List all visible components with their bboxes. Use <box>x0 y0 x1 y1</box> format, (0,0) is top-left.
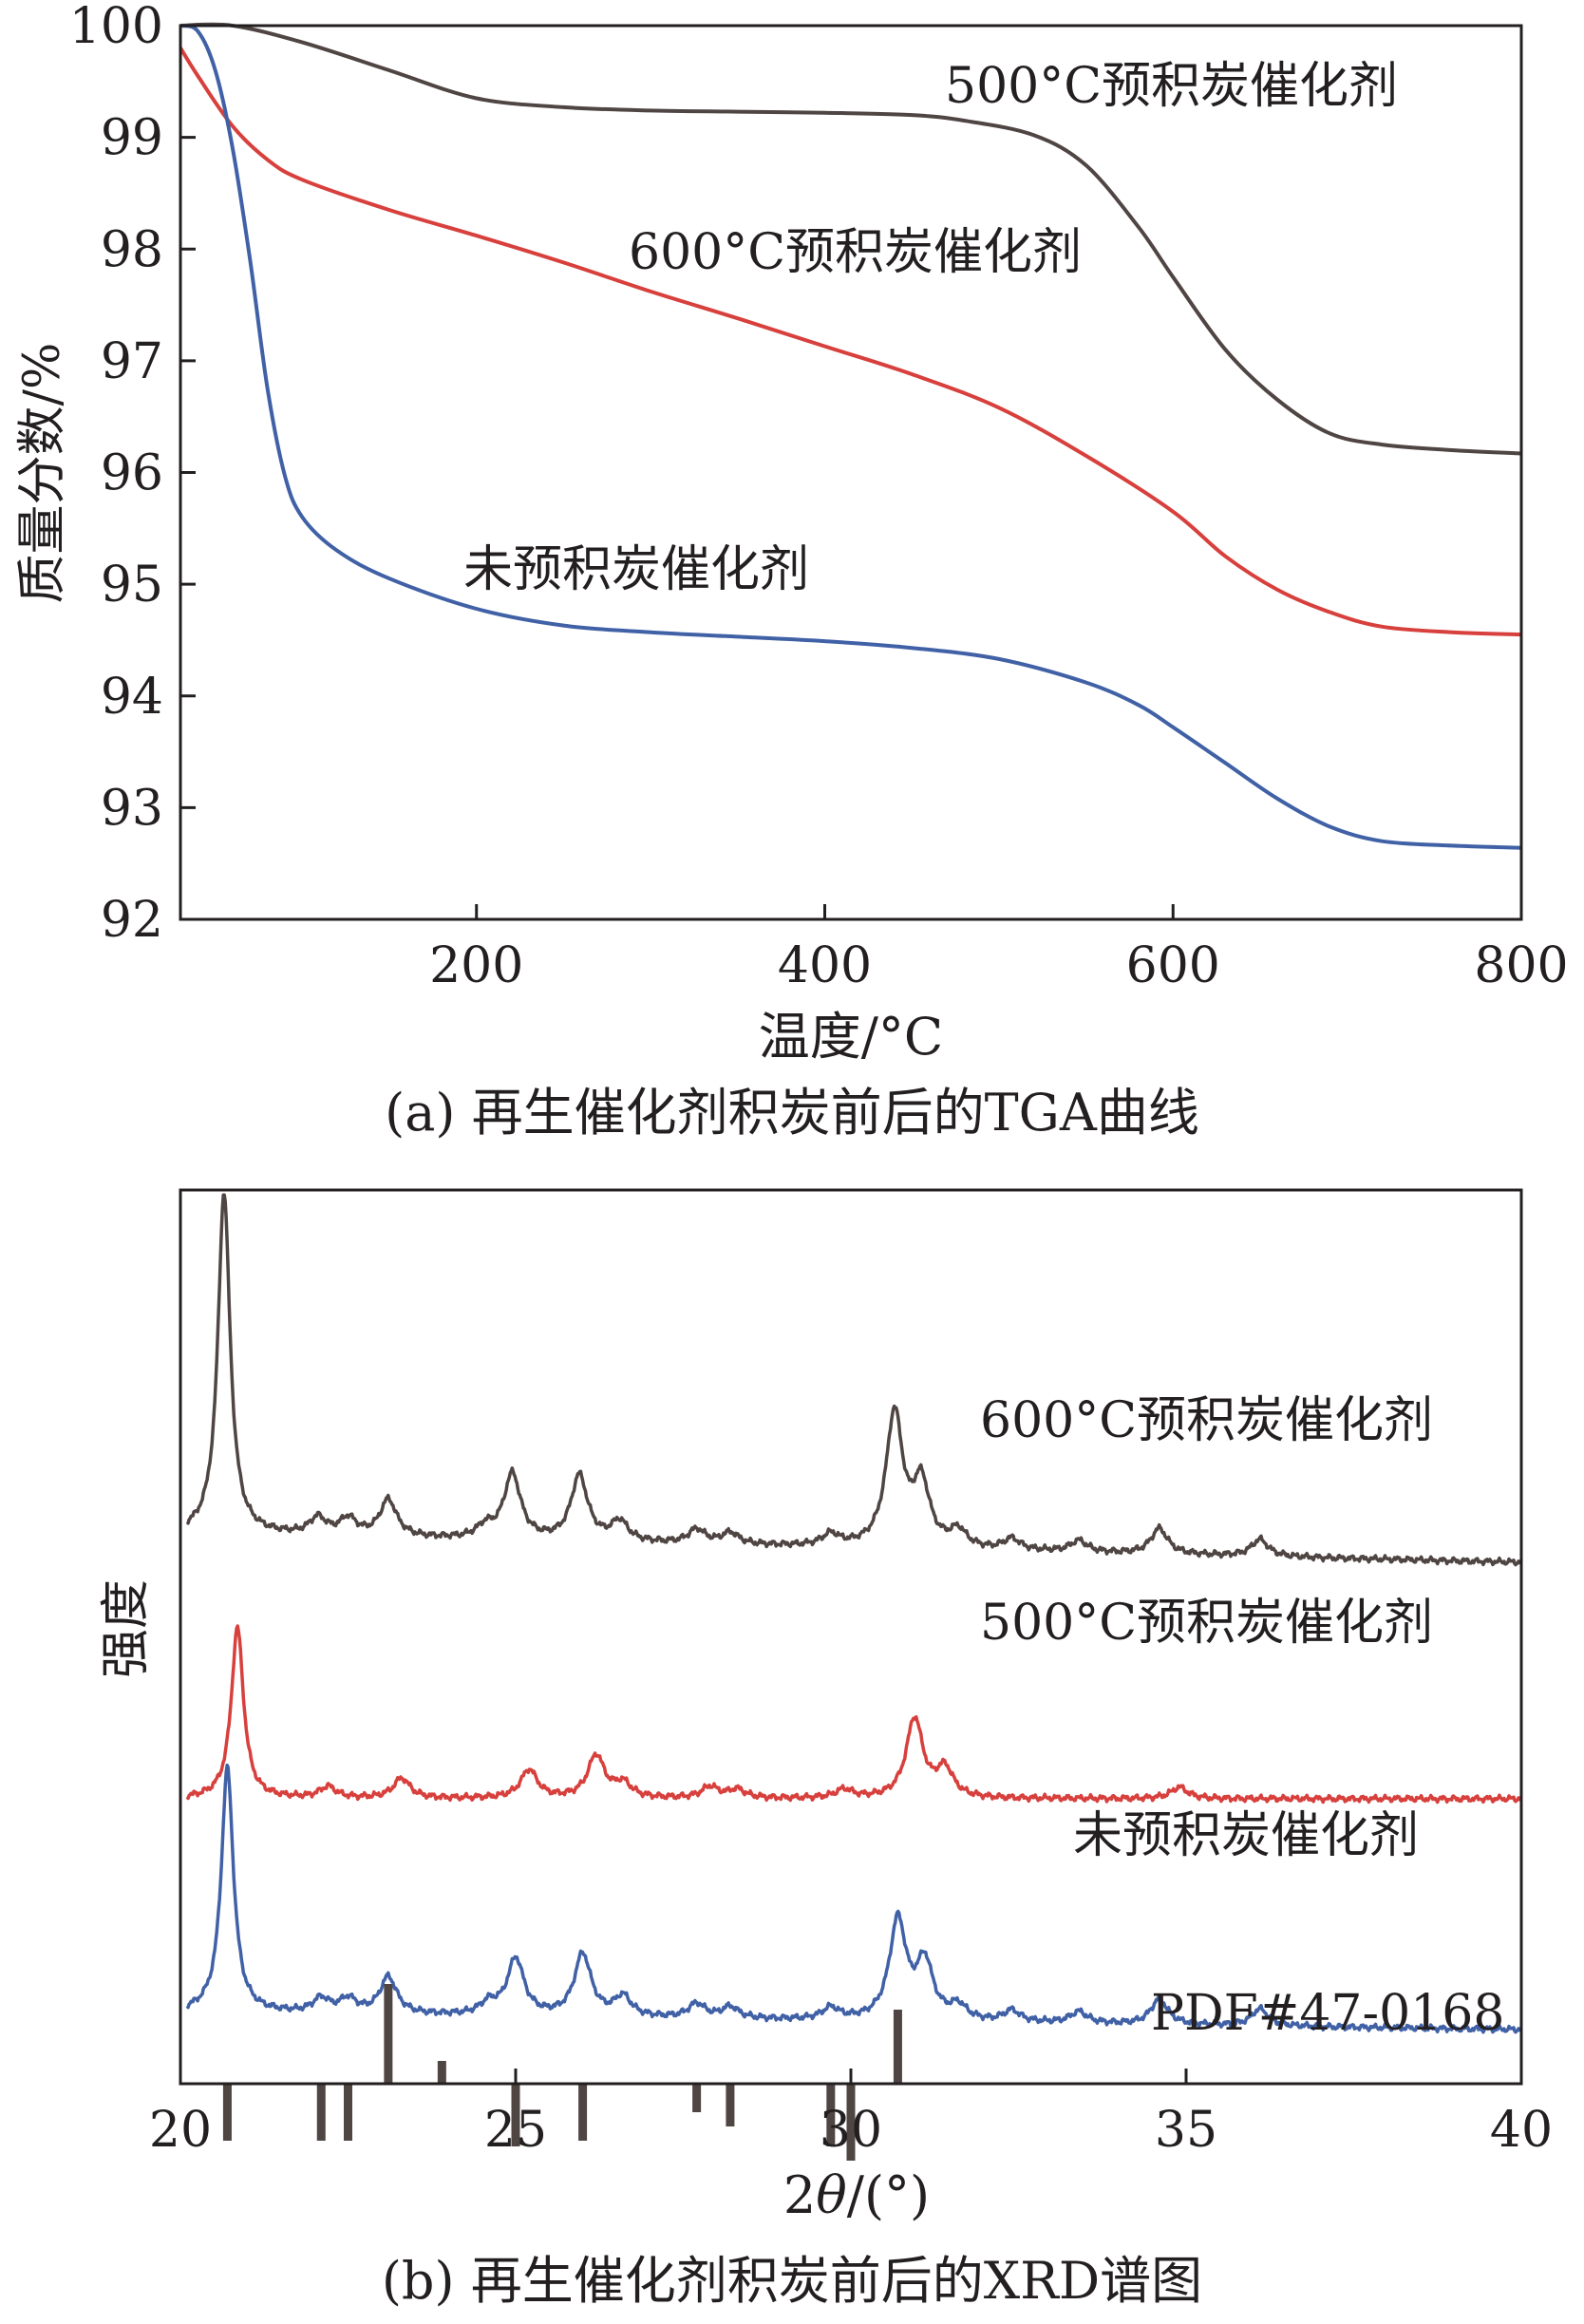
tga-plot-frame <box>179 24 1523 921</box>
xrd-y-axis-label: 强度 <box>98 1579 155 1678</box>
tga-x-tick-label: 800 <box>1474 937 1568 994</box>
tga-y-tick-label: 92 <box>101 892 163 949</box>
tga-caption: (a) 再生催化剂积炭前后的TGA曲线 <box>385 1083 1199 1143</box>
tga-series-lines <box>179 22 1522 850</box>
xrd-caption: (b) 再生催化剂积炭前后的XRD谱图 <box>382 2251 1202 2311</box>
xrd-x-tick-label: 40 <box>1490 2102 1553 2159</box>
tga-series-500-line <box>179 22 1522 456</box>
xrd-annotation-600: 600°C预积炭催化剂 <box>980 1392 1433 1449</box>
xrd-x-tick-label: 25 <box>484 2102 547 2159</box>
tga-annotation-500: 500°C预积炭催化剂 <box>945 58 1398 115</box>
tga-y-tick-label: 95 <box>101 557 163 614</box>
tga-y-tick-label: 94 <box>101 669 163 726</box>
xrd-series-uncoked-line <box>185 1193 1523 1567</box>
tga-y-tick-label: 98 <box>101 221 163 278</box>
xrd-x-tick-label: 35 <box>1155 2102 1217 2159</box>
xrd-annotation-500: 500°C预积炭催化剂 <box>980 1595 1433 1652</box>
tga-x-axis-label: 温度/°C <box>759 1007 944 1067</box>
tga-series-600-line <box>179 47 1522 637</box>
tga-axis-ticks: 200 400 600 800 92 93 94 95 96 97 98 99 100 <box>69 0 1569 994</box>
xrd-series-lines <box>185 1193 1523 2161</box>
tga-y-tick-label: 93 <box>101 780 163 837</box>
tga-y-tick-label: 97 <box>101 333 163 390</box>
xrd-series-600-line <box>185 1763 1523 2034</box>
tga-y-tick-label: 99 <box>101 110 163 167</box>
xrd-annotation-uncoked: 未预积炭催化剂 <box>1073 1807 1419 1864</box>
tga-y-tick-label: 100 <box>69 0 163 55</box>
tga-annotation-600: 600°C预积炭催化剂 <box>629 224 1082 281</box>
xrd-axis-ticks: 20 25 30 35 40 <box>149 2069 1553 2159</box>
tga-x-tick-label: 400 <box>778 937 872 994</box>
xrd-panel: 20 25 30 35 40 600°C预积炭催化剂 500°C预积炭催化剂 未预积炭催… <box>98 1188 1553 2311</box>
xrd-x-axis-label: 2θ/(°) <box>783 2165 930 2225</box>
tga-x-tick-label: 200 <box>429 937 523 994</box>
xrd-x-tick-label: 20 <box>149 2102 212 2159</box>
tga-series-uncoked-line <box>179 24 1522 850</box>
xrd-annotation-reference: PDF#47-0168 <box>1151 1985 1504 2042</box>
tga-y-axis-label: 质量分数/% <box>14 343 71 604</box>
xrd-x-tick-label: 30 <box>820 2102 882 2159</box>
tga-x-tick-label: 600 <box>1126 937 1220 994</box>
tga-annotation-uncoked: 未预积炭催化剂 <box>463 541 809 598</box>
tga-y-tick-label: 96 <box>101 445 163 502</box>
xrd-series-500-line <box>185 1624 1523 1804</box>
tga-panel: 200 400 600 800 92 93 94 95 96 97 98 99 100 500°C预积炭… <box>14 0 1569 1143</box>
